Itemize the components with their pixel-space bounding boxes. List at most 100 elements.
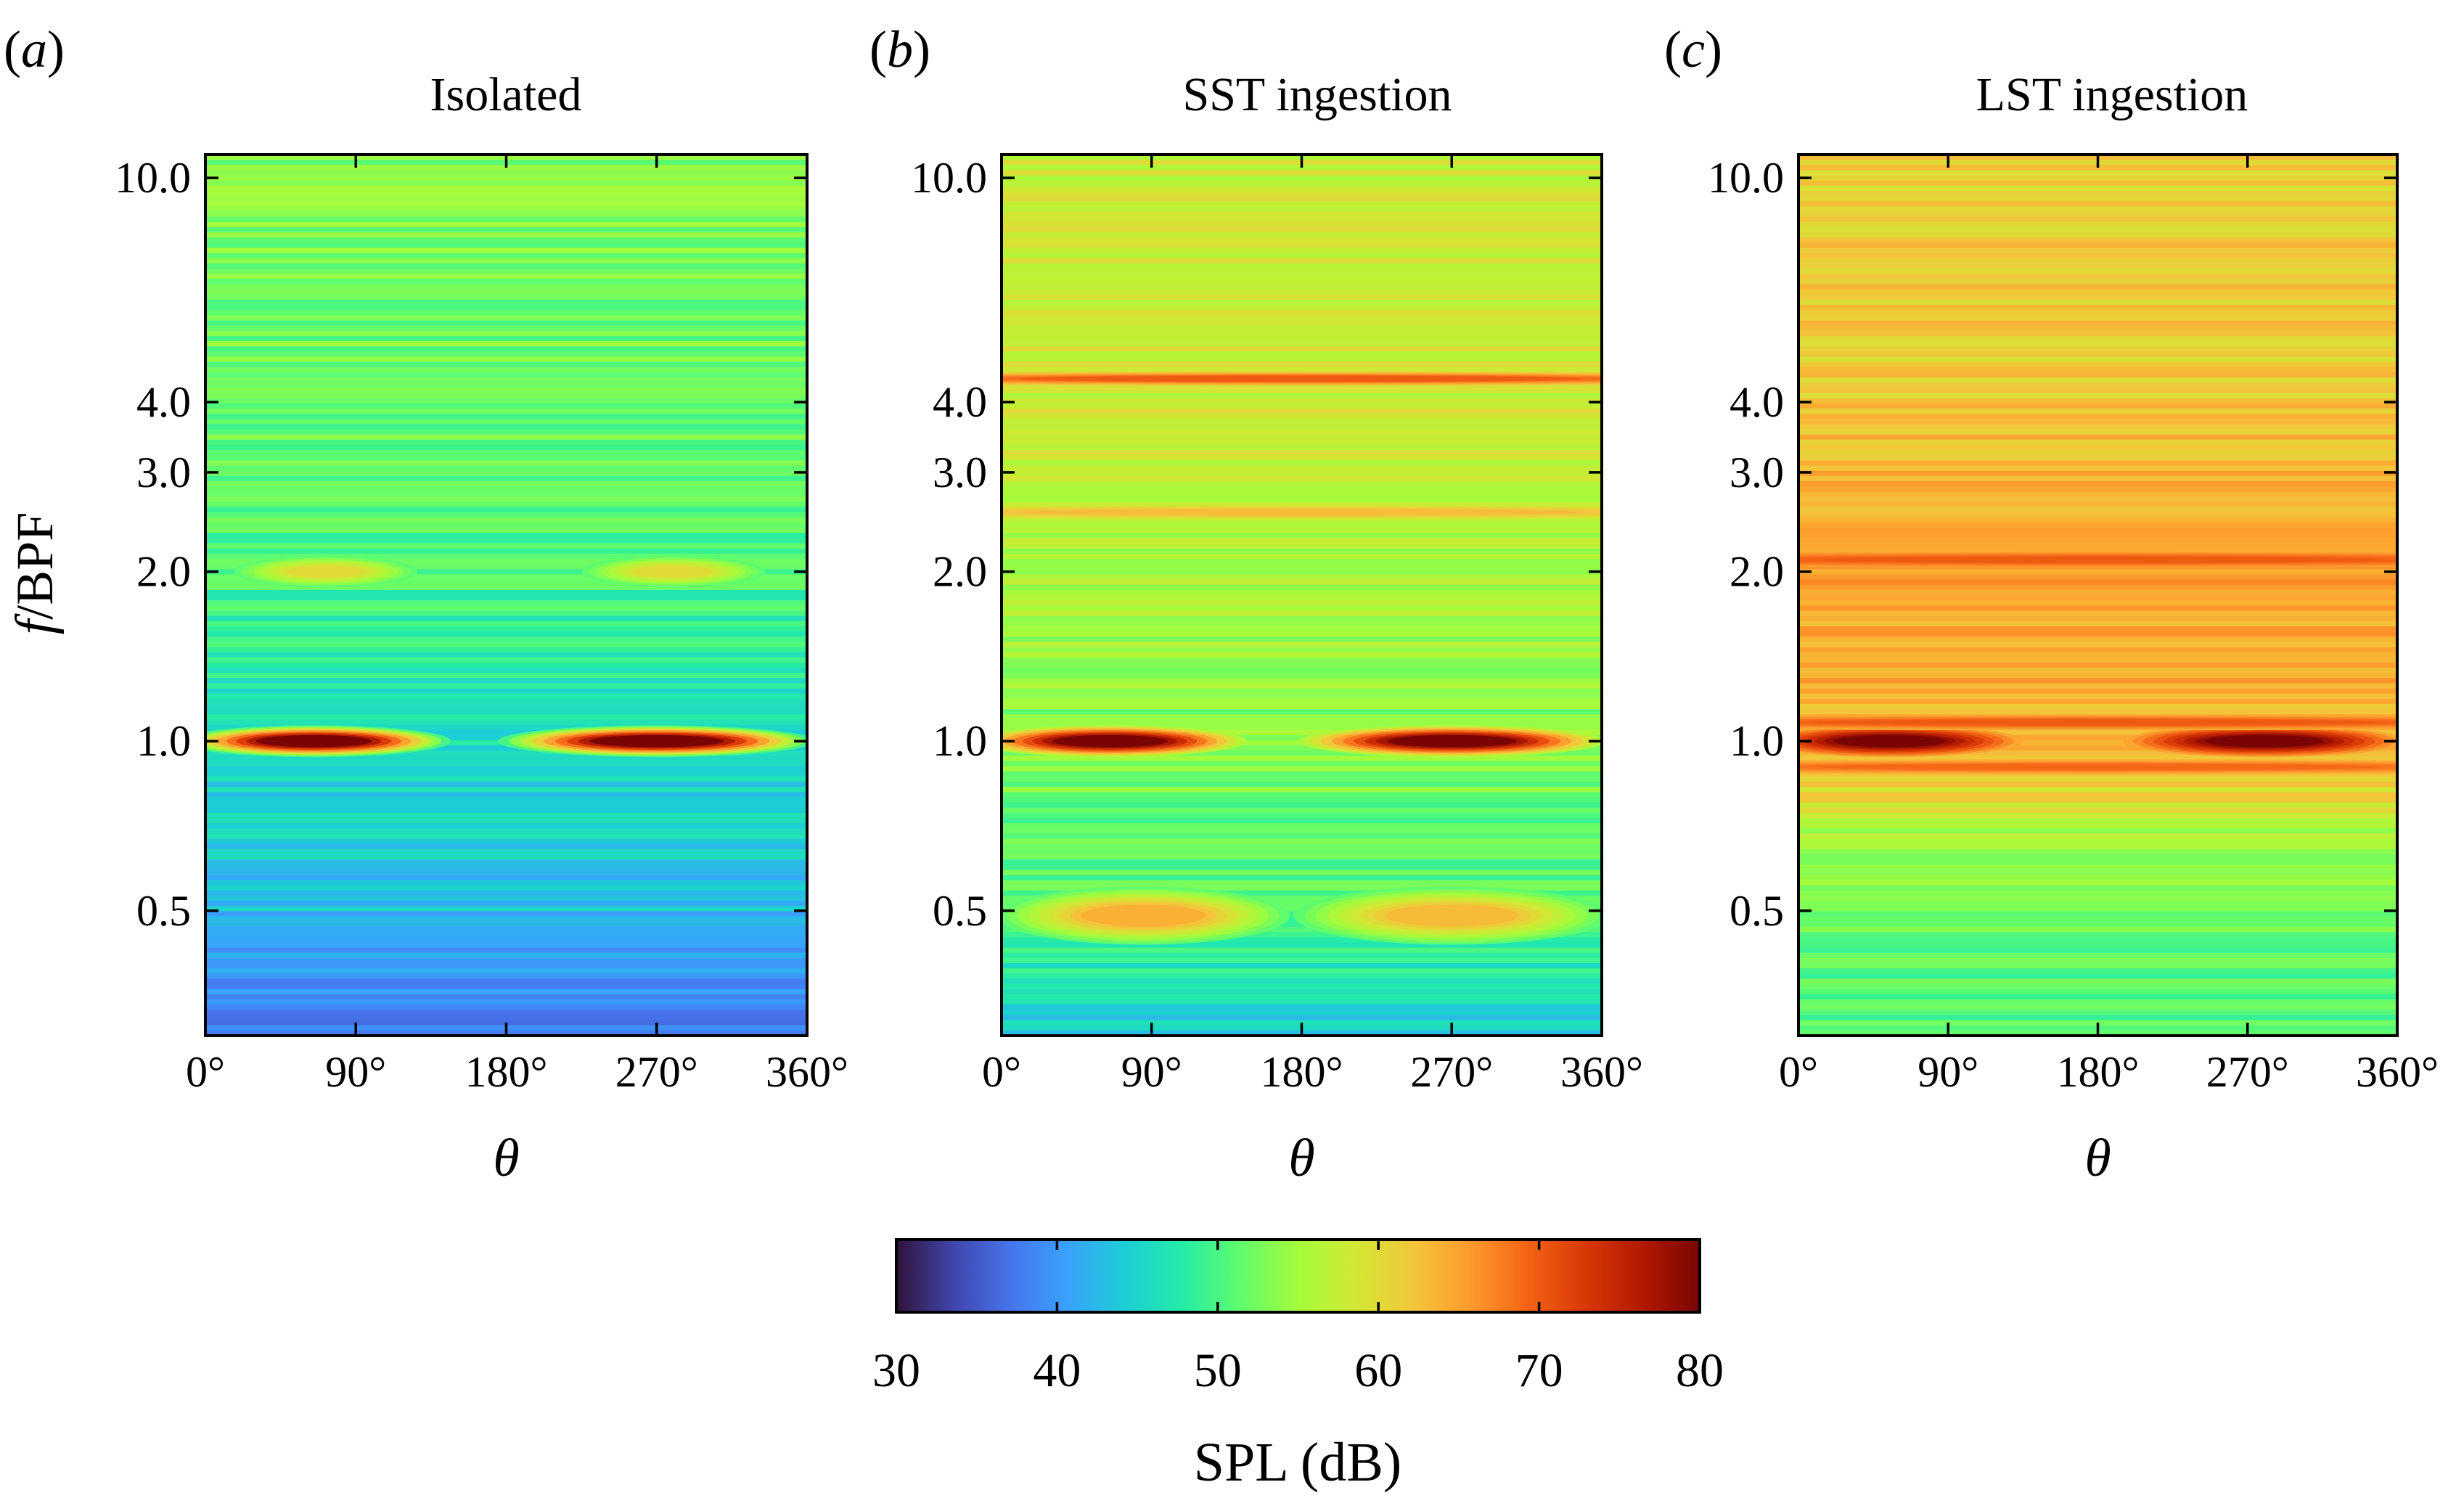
heatmap-band	[1002, 957, 1602, 964]
heatmap-band	[1002, 854, 1602, 860]
heatmap-band	[1798, 263, 2397, 269]
heatmap-band	[1798, 486, 2397, 492]
heatmap-field-b	[1002, 155, 1602, 1036]
heatmap-band	[1002, 216, 1602, 223]
heatmap-band	[1798, 911, 2397, 917]
heatmap-band	[1798, 1015, 2397, 1021]
x-tick-label: 180°	[2057, 1048, 2140, 1096]
heatmap-band	[1798, 745, 2397, 752]
colorbar-frame	[895, 1238, 1701, 1314]
heatmap-band	[1002, 480, 1602, 487]
x-tick-label: 0°	[982, 1048, 1021, 1096]
heatmap-band	[1002, 942, 1602, 949]
heatmap-band	[1002, 642, 1602, 648]
heatmap-band	[1798, 450, 2397, 456]
heatmap-band	[205, 1010, 807, 1016]
heatmap-band	[205, 258, 807, 264]
heatmap-band	[1002, 626, 1602, 632]
heatmap-band	[1002, 569, 1602, 576]
x-tick-label: 90°	[1121, 1048, 1182, 1096]
heatmap-band	[1002, 258, 1602, 264]
spl-feature-contour	[1020, 375, 1584, 382]
heatmap-band	[205, 289, 807, 295]
heatmap-band	[1798, 512, 2397, 518]
heatmap-band	[1002, 952, 1602, 959]
heatmap-band	[1002, 600, 1602, 607]
heatmap-band	[205, 605, 807, 612]
heatmap-band	[1002, 310, 1602, 316]
heatmap-band	[1798, 325, 2397, 332]
heatmap-band	[205, 356, 807, 363]
colorbar-gradient	[896, 1240, 1700, 1312]
heatmap-band	[1798, 455, 2397, 462]
heatmap-band	[1002, 838, 1602, 845]
heatmap-band	[1798, 595, 2397, 601]
heatmap-band	[1798, 869, 2397, 876]
heatmap-band	[205, 232, 807, 239]
heatmap-band	[1798, 439, 2397, 446]
heatmap-band	[205, 564, 807, 570]
heatmap-band	[205, 320, 807, 327]
spl-feature	[1798, 758, 2397, 775]
heatmap-band	[1798, 226, 2397, 233]
heatmap-band	[1002, 766, 1602, 772]
heatmap-band	[1002, 833, 1602, 840]
y-tick-label: 10.0	[115, 154, 191, 202]
heatmap-band	[1002, 305, 1602, 311]
heatmap-band	[1798, 242, 2397, 249]
heatmap-band	[205, 480, 807, 487]
heatmap-band	[205, 388, 807, 394]
heatmap-band	[1002, 973, 1602, 980]
heatmap-band	[1002, 460, 1602, 467]
heatmap-band	[1002, 776, 1602, 782]
spl-feature-contour	[1817, 556, 2379, 563]
heatmap-band	[205, 543, 807, 549]
y-tick-label: 10.0	[911, 154, 987, 202]
heatmap-band	[1002, 792, 1602, 798]
heatmap-band	[205, 891, 807, 896]
heatmap-band	[1798, 621, 2397, 627]
heatmap-band	[1002, 807, 1602, 814]
heatmap-band	[205, 729, 807, 736]
heatmap-band	[1002, 439, 1602, 446]
heatmap-band	[1798, 538, 2397, 544]
spl-feature	[1002, 886, 1290, 945]
heatmap-band	[1002, 1010, 1602, 1016]
heatmap-band	[1002, 729, 1602, 736]
heatmap-band	[1002, 802, 1602, 809]
heatmap-band	[1798, 211, 2397, 218]
heatmap-band	[1798, 782, 2397, 788]
heatmap-band	[1002, 631, 1602, 637]
heatmap-band	[1002, 787, 1602, 793]
heatmap-band	[1002, 170, 1602, 176]
heatmap-band	[1002, 289, 1602, 295]
heatmap-band	[1002, 610, 1602, 617]
y-axis-label: f/BPF	[5, 512, 65, 635]
heatmap-band	[1798, 693, 2397, 700]
heatmap-band	[1002, 880, 1602, 886]
heatmap-band	[1002, 771, 1602, 777]
spl-feature-contour	[1817, 764, 2379, 770]
panel-title: Isolated	[430, 68, 582, 121]
heatmap-band	[205, 211, 807, 218]
panel-a: 0.5 1.0 2.0 3.0 4.0 10.0 0° 90° 180° 270° 360° θ Iso…	[4, 20, 848, 1188]
heatmap-band	[1798, 528, 2397, 534]
heatmap-band	[1798, 647, 2397, 653]
heatmap-band	[1798, 999, 2397, 1005]
heatmap-band	[205, 631, 807, 637]
heatmap-band	[1798, 533, 2397, 539]
heatmap-band	[1002, 356, 1602, 363]
heatmap-band	[205, 896, 807, 902]
heatmap-band	[1798, 216, 2397, 223]
heatmap-band	[205, 299, 807, 306]
heatmap-band	[1002, 206, 1602, 213]
heatmap-band	[205, 673, 807, 679]
heatmap-band	[1002, 698, 1602, 705]
heatmap-band	[1798, 419, 2397, 425]
heatmap-band	[1002, 548, 1602, 554]
heatmap-band	[205, 190, 807, 197]
heatmap-band	[205, 978, 807, 985]
heatmap-band	[1798, 688, 2397, 695]
x-tick-label: 270°	[2206, 1048, 2289, 1096]
heatmap-band	[205, 226, 807, 233]
